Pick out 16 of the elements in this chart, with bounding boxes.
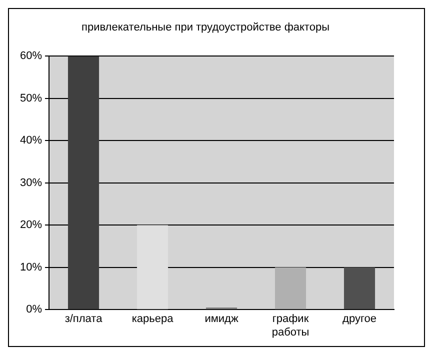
y-tick-label: 10% bbox=[20, 261, 42, 274]
chart-title: привлекательные при трудоустройстве факторы bbox=[82, 22, 330, 34]
y-tick-label: 20% bbox=[20, 219, 42, 232]
y-tick-label: 60% bbox=[20, 50, 42, 62]
x-tick-label: карьера bbox=[132, 313, 174, 326]
x-tick-label: имидж bbox=[204, 313, 239, 326]
bar bbox=[344, 267, 376, 310]
y-tick-label: 40% bbox=[20, 134, 42, 147]
x-tick-label: график работы bbox=[272, 313, 310, 338]
bar bbox=[274, 267, 306, 310]
bar bbox=[68, 56, 100, 310]
y-tick-label: 0% bbox=[26, 304, 42, 316]
x-tick-label: з/плата bbox=[64, 313, 104, 326]
y-tick-label: 50% bbox=[20, 92, 42, 104]
x-tick-label: другое bbox=[342, 313, 376, 326]
y-tick-label: 30% bbox=[20, 176, 42, 189]
